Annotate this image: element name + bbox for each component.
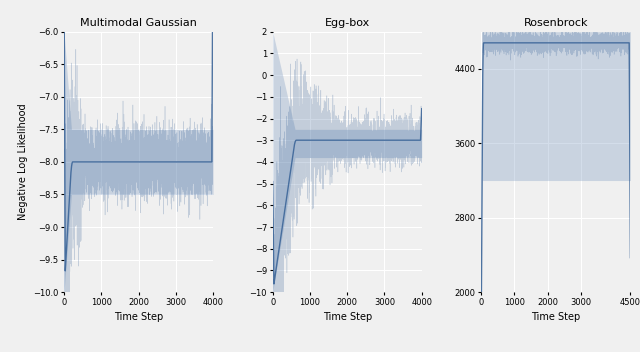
Title: Egg-box: Egg-box [324, 18, 370, 28]
X-axis label: Time Step: Time Step [323, 312, 372, 322]
Y-axis label: Negative Log Likelihood: Negative Log Likelihood [17, 103, 28, 220]
Title: Rosenbrock: Rosenbrock [524, 18, 588, 28]
Title: Multimodal Gaussian: Multimodal Gaussian [80, 18, 197, 28]
X-axis label: Time Step: Time Step [531, 312, 580, 322]
X-axis label: Time Step: Time Step [114, 312, 163, 322]
